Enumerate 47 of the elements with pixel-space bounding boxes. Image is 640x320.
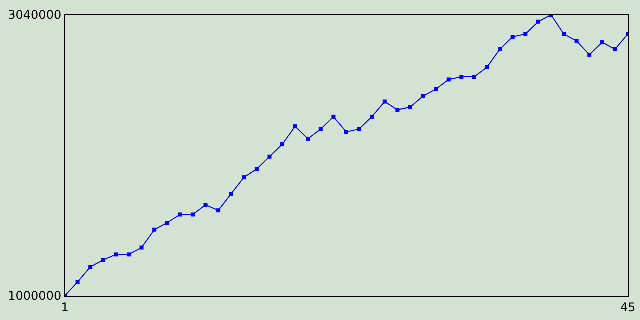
point xyxy=(562,32,566,36)
point xyxy=(446,78,451,82)
y-tick-label: 3040000 xyxy=(8,8,62,22)
point xyxy=(600,40,604,45)
point xyxy=(434,87,438,92)
point xyxy=(229,192,234,196)
point xyxy=(114,252,118,257)
point xyxy=(613,47,618,52)
point xyxy=(588,52,592,57)
x-tick-label: 1 xyxy=(61,300,69,314)
point xyxy=(332,114,336,119)
point xyxy=(524,32,528,36)
point xyxy=(357,127,362,132)
point xyxy=(382,100,387,104)
point xyxy=(498,47,502,52)
point xyxy=(574,39,579,44)
point xyxy=(408,105,412,110)
point xyxy=(101,258,106,262)
point xyxy=(396,108,400,112)
point xyxy=(178,212,182,217)
line-series xyxy=(65,15,628,296)
point xyxy=(421,94,426,98)
point xyxy=(306,136,310,141)
point xyxy=(152,228,157,232)
point xyxy=(242,176,246,180)
x-tick-label: 45 xyxy=(620,300,636,314)
point xyxy=(190,212,195,217)
point xyxy=(472,74,476,79)
point xyxy=(204,203,208,208)
point xyxy=(268,154,272,159)
point xyxy=(254,167,259,172)
point xyxy=(216,208,221,213)
point xyxy=(293,124,298,129)
point xyxy=(318,127,323,132)
point xyxy=(510,35,515,40)
point xyxy=(344,130,348,134)
y-tick-label: 1000000 xyxy=(8,289,62,304)
point xyxy=(140,246,144,250)
point xyxy=(126,252,131,257)
point xyxy=(536,20,540,24)
point xyxy=(485,65,490,70)
point xyxy=(165,221,170,225)
point xyxy=(460,74,464,79)
point xyxy=(370,114,374,119)
point xyxy=(88,265,93,270)
point xyxy=(76,280,80,284)
point xyxy=(280,142,285,146)
